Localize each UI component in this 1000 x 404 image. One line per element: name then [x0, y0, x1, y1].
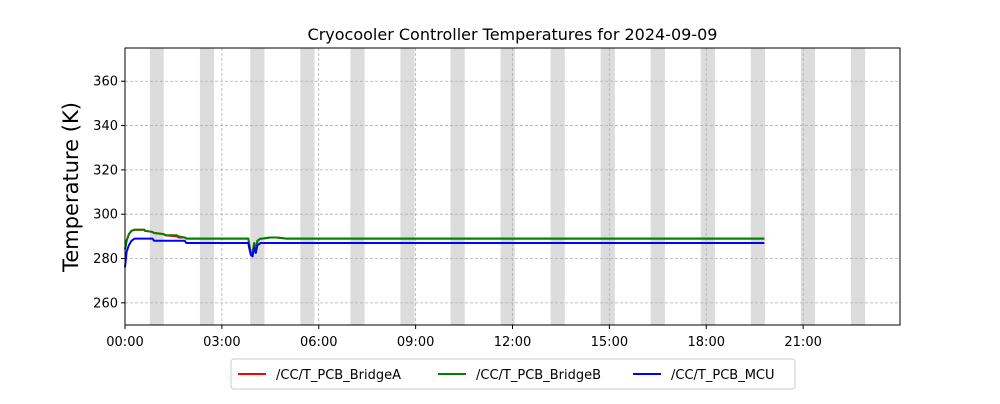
shaded-band [650, 48, 665, 325]
shaded-band [700, 48, 715, 325]
x-tick-label: 09:00 [397, 335, 434, 350]
x-tick-label: 15:00 [591, 335, 628, 350]
y-tick-label: 320 [93, 163, 118, 178]
y-tick-label: 260 [93, 296, 118, 311]
series-lines [124, 228, 765, 268]
y-axis-ticks: 260 280 300 320 340 360 [93, 75, 125, 311]
x-tick-label: 00:00 [106, 335, 143, 350]
x-axis-ticks: 00:00 03:00 06:00 09:00 12:00 15:00 18:00 21:00 [106, 325, 822, 350]
shaded-band [350, 48, 365, 325]
y-tick-label: 300 [93, 208, 118, 223]
x-tick-label: 06:00 [300, 335, 337, 350]
shaded-band [850, 48, 866, 325]
legend-frame [230, 358, 796, 390]
chart-title: Cryocooler Controller Temperatures for 2… [308, 25, 718, 44]
series-line-2 [124, 228, 765, 256]
series-line-3 [124, 237, 765, 268]
shaded-bands [149, 48, 866, 325]
series-line-1 [124, 228, 765, 256]
shaded-band [550, 48, 565, 325]
legend: /CC/T_PCB_BridgeA/CC/T_PCB_BridgeB/CC/T_… [230, 358, 796, 390]
legend-label-2: /CC/T_PCB_BridgeB [476, 368, 601, 383]
shaded-band [750, 48, 766, 325]
y-tick-label: 280 [93, 252, 118, 267]
shaded-band [400, 48, 415, 325]
y-tick-label: 360 [93, 75, 118, 90]
y-tick-label: 340 [93, 119, 118, 134]
shaded-band [300, 48, 315, 325]
legend-label-3: /CC/T_PCB_MCU [671, 368, 775, 383]
shaded-band [800, 48, 816, 325]
grid [124, 48, 900, 325]
legend-label-1: /CC/T_PCB_BridgeA [276, 368, 401, 383]
shaded-band [600, 48, 615, 325]
shaded-band [149, 48, 164, 325]
shaded-band [500, 48, 515, 325]
x-tick-label: 12:00 [494, 335, 531, 350]
x-tick-label: 21:00 [784, 335, 821, 350]
shaded-band [250, 48, 265, 325]
x-tick-label: 18:00 [688, 335, 725, 350]
x-tick-label: 03:00 [203, 335, 240, 350]
y-axis-label: Temperature (K) [59, 102, 83, 273]
shaded-band [450, 48, 465, 325]
shaded-band [199, 48, 215, 325]
